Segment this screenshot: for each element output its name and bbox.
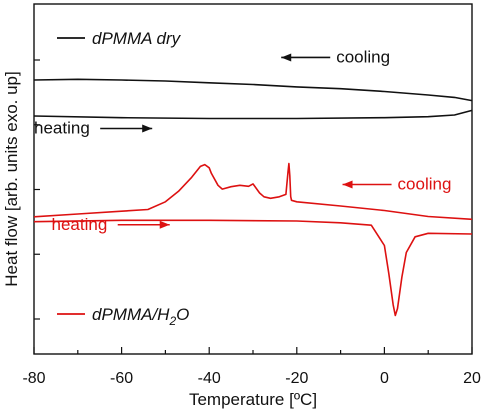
- x-tick-label: -80: [22, 370, 45, 387]
- x-tick-labels: -80 -60 -40 -20 0 20: [22, 370, 481, 387]
- annotation-arrowhead: [281, 53, 292, 62]
- legend-label-dry: dPMMA dry: [92, 29, 182, 48]
- annotation-arrowhead: [159, 220, 170, 229]
- series-line: [33, 162, 473, 221]
- y-axis-label: Heat flow [arb. units exo. up]: [2, 71, 21, 286]
- annotation-cooling: cooling: [398, 175, 452, 194]
- annotation-arrowhead: [142, 124, 153, 133]
- legend-label-h2o: dPMMA/H2O: [92, 305, 189, 328]
- series-line: [33, 219, 473, 317]
- series-line: [33, 109, 473, 120]
- annotation-arrowhead: [342, 180, 353, 189]
- series-line: [33, 78, 473, 102]
- tick-marks: [33, 59, 473, 354]
- x-axis-label: Temperature [ºC]: [189, 390, 317, 409]
- data-series: [33, 78, 473, 317]
- annotation-cooling: cooling: [336, 47, 390, 66]
- legend: dPMMA dry dPMMA/H2O: [57, 29, 189, 328]
- x-tick-label: 0: [380, 370, 389, 387]
- x-tick-label: -40: [198, 370, 221, 387]
- x-tick-label: -60: [110, 370, 133, 387]
- x-tick-label: -20: [285, 370, 308, 387]
- annotations: cooling heating cooling heating: [34, 47, 451, 233]
- annotation-heating: heating: [52, 215, 108, 234]
- annotation-heating: heating: [34, 119, 90, 138]
- x-tick-label: 20: [463, 370, 481, 387]
